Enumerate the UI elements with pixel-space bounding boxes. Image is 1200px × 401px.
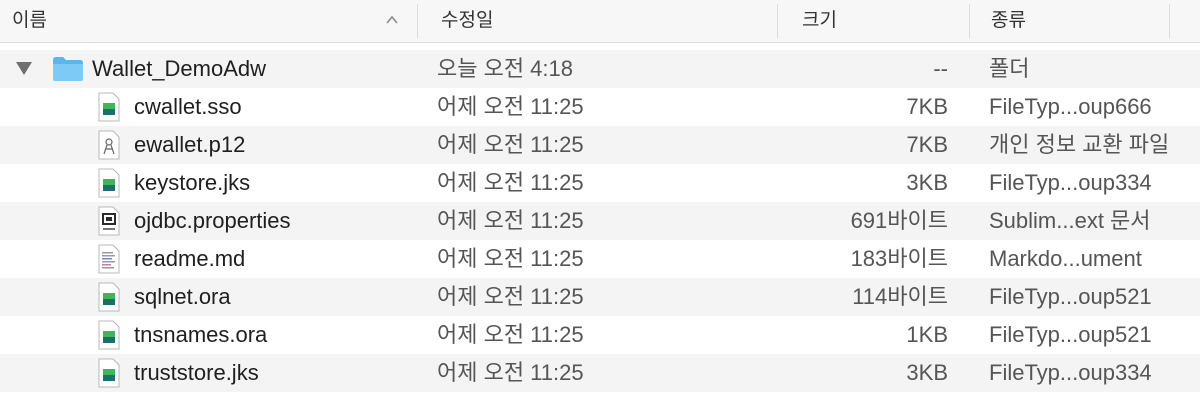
column-divider[interactable] <box>417 4 418 38</box>
list-item[interactable]: readme.md 어제 오전 11:25 183바이트 Markdo...um… <box>0 240 1200 278</box>
list-item[interactable]: tnsnames.ora 어제 오전 11:25 1KB FileTyp...o… <box>0 316 1200 354</box>
name-cell: truststore.jks <box>0 354 420 392</box>
file-name: Wallet_DemoAdw <box>92 56 267 81</box>
name-cell: sqlnet.ora <box>0 278 420 316</box>
generic-file-icon <box>98 92 120 122</box>
name-cell: readme.md <box>0 240 420 278</box>
size-cell: 3KB <box>906 170 948 195</box>
list-item[interactable]: cwallet.sso 어제 오전 11:25 7KB FileTyp...ou… <box>0 88 1200 126</box>
kind-cell: FileTyp...oup521 <box>989 322 1152 347</box>
file-name: tnsnames.ora <box>134 322 268 347</box>
list-item[interactable]: ojdbc.properties 어제 오전 11:25 691바이트 Subl… <box>0 202 1200 240</box>
list-item-folder[interactable]: Wallet_DemoAdw 오늘 오전 4:18 -- 폴더 <box>0 50 1200 88</box>
file-name: sqlnet.ora <box>134 284 231 309</box>
generic-file-icon <box>98 358 120 388</box>
date-cell: 어제 오전 11:25 <box>437 246 584 271</box>
list-item[interactable]: ewallet.p12 어제 오전 11:25 7KB 개인 정보 교환 파일 <box>0 126 1200 164</box>
file-name: truststore.jks <box>134 360 259 385</box>
size-cell: 7KB <box>906 94 948 119</box>
generic-file-icon <box>98 282 120 312</box>
size-cell: 1KB <box>906 322 948 347</box>
date-cell: 어제 오전 11:25 <box>437 208 584 233</box>
date-cell: 어제 오전 11:25 <box>437 170 584 195</box>
size-cell: 691바이트 <box>850 208 948 233</box>
kind-cell: FileTyp...oup521 <box>989 284 1152 309</box>
name-cell: keystore.jks <box>0 164 420 202</box>
file-name: keystore.jks <box>134 170 251 195</box>
file-name: cwallet.sso <box>134 94 242 119</box>
list-item[interactable]: keystore.jks 어제 오전 11:25 3KB FileTyp...o… <box>0 164 1200 202</box>
column-header-size[interactable]: 크기 <box>802 10 837 31</box>
date-cell: 어제 오전 11:25 <box>437 322 584 347</box>
size-cell: -- <box>933 56 948 81</box>
disclosure-triangle-icon[interactable] <box>16 62 32 75</box>
kind-cell: Sublim...ext 문서 <box>989 208 1151 233</box>
name-cell: Wallet_DemoAdw <box>0 50 420 88</box>
name-cell: ewallet.p12 <box>0 126 420 164</box>
folder-icon <box>53 57 83 81</box>
column-header-date[interactable]: 수정일 <box>441 10 494 31</box>
list-item[interactable]: truststore.jks 어제 오전 11:25 3KB FileTyp..… <box>0 354 1200 392</box>
file-name: readme.md <box>134 246 246 271</box>
size-cell: 114바이트 <box>852 284 948 309</box>
name-cell: tnsnames.ora <box>0 316 420 354</box>
name-cell: ojdbc.properties <box>0 202 420 240</box>
generic-file-icon <box>98 168 120 198</box>
column-divider[interactable] <box>969 4 970 38</box>
java-file-icon <box>98 206 120 236</box>
sort-ascending-icon[interactable] <box>386 14 398 26</box>
name-cell: cwallet.sso <box>0 88 420 126</box>
column-header-name[interactable]: 이름 <box>12 10 47 31</box>
date-cell: 어제 오전 11:25 <box>437 94 584 119</box>
date-cell: 어제 오전 11:25 <box>437 284 584 309</box>
kind-cell: FileTyp...oup334 <box>989 170 1152 195</box>
file-name: ojdbc.properties <box>134 208 291 233</box>
kind-cell: Markdo...ument <box>989 246 1142 271</box>
date-cell: 어제 오전 11:25 <box>437 360 584 385</box>
kind-cell: 폴더 <box>989 56 1030 81</box>
size-cell: 183바이트 <box>850 246 948 271</box>
kind-cell: 개인 정보 교환 파일 <box>989 132 1170 157</box>
size-cell: 3KB <box>906 360 948 385</box>
certificate-file-icon <box>98 130 120 160</box>
size-cell: 7KB <box>906 132 948 157</box>
date-cell: 어제 오전 11:25 <box>437 132 584 157</box>
kind-cell: FileTyp...oup334 <box>989 360 1152 385</box>
generic-file-icon <box>98 320 120 350</box>
file-name: ewallet.p12 <box>134 132 246 157</box>
column-header-kind[interactable]: 종류 <box>991 10 1026 31</box>
kind-cell: FileTyp...oup666 <box>989 94 1152 119</box>
column-header-bar: 이름 수정일 크기 종류 <box>0 0 1200 43</box>
date-cell: 오늘 오전 4:18 <box>437 56 574 81</box>
file-list: Wallet_DemoAdw 오늘 오전 4:18 -- 폴더 cwallet.… <box>0 50 1200 392</box>
text-file-icon <box>98 244 120 274</box>
column-divider[interactable] <box>777 4 778 38</box>
column-divider[interactable] <box>1169 4 1170 38</box>
list-item[interactable]: sqlnet.ora 어제 오전 11:25 114바이트 FileTyp...… <box>0 278 1200 316</box>
